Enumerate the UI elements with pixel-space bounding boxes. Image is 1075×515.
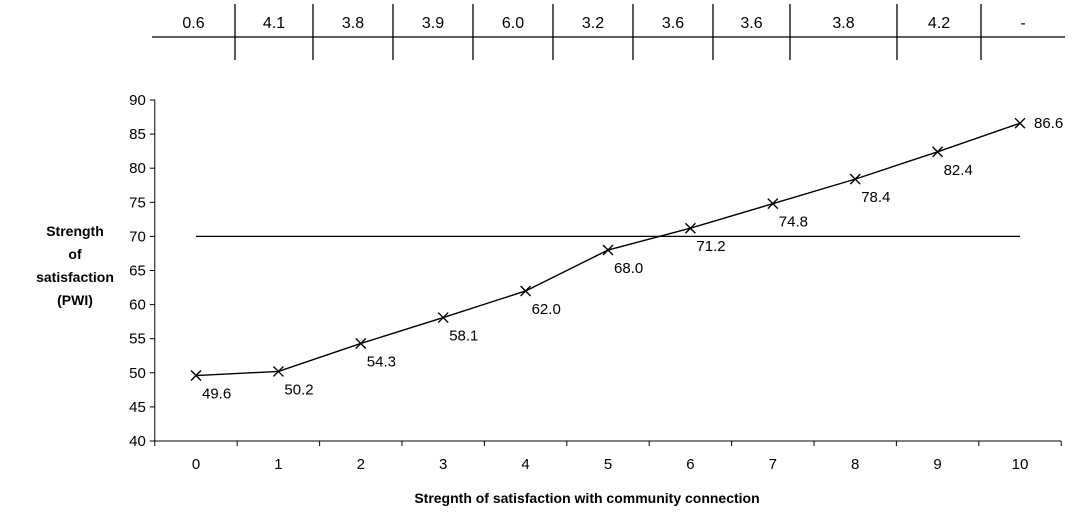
y-axis-title-line: Strength [46,223,104,239]
y-tick-label: 55 [129,331,146,348]
point-marker-stroke [767,198,779,210]
y-axis-title: Strength of satisfaction (PWI) [36,223,114,308]
x-axis-title: Stregnth of satisfaction with community … [414,490,759,506]
x-tick-label: 7 [769,456,777,473]
data-label: 71.2 [696,238,725,255]
point-marker-stroke [190,370,202,382]
x-tick-label: 9 [933,456,941,473]
y-tick-label: 85 [129,126,146,143]
point-marker-stroke [684,222,696,234]
x-tick-label: 10 [1012,456,1029,473]
data-point [272,365,284,377]
x-tick-label: 1 [274,456,282,473]
point-marker-stroke [602,244,614,256]
data-label: 78.4 [861,189,890,206]
data-point [520,285,532,297]
y-tick-label: 65 [129,263,146,280]
table-cell: 3.6 [662,15,684,32]
point-marker-stroke [932,146,944,158]
data-point [602,244,614,256]
y-axis-title-line: of [68,246,82,262]
table-cell: 3.9 [422,15,444,32]
data-point [849,173,861,185]
table-cell: 3.8 [342,15,364,32]
table-cell: 3.8 [832,15,854,32]
point-marker-stroke [1014,117,1026,129]
table-cell: 4.2 [928,15,950,32]
top-table: 0.6 4.1 3.8 3.9 6.0 3.2 3.6 3.6 3.8 4.2 - [152,4,1065,60]
y-tick-label: 45 [129,399,146,416]
data-point [190,370,202,382]
table-cell: 3.6 [740,15,762,32]
data-label: 82.4 [944,162,973,179]
y-tick-label: 70 [129,228,146,245]
table-cell: 0.6 [182,15,204,32]
data-point [355,337,367,349]
data-point [1014,117,1026,129]
x-tick-label: 6 [686,456,694,473]
point-marker-stroke [849,173,861,185]
data-label: 58.1 [449,328,478,345]
point-marker-stroke [520,285,532,297]
table-cell: 3.2 [582,15,604,32]
point-marker-stroke [355,337,367,349]
series-group: 49.6 50.2 54.3 58.1 62.0 68.0 71.2 74.8 78.4 82.4… [190,115,1063,403]
data-label: 74.8 [779,214,808,231]
y-axis-title-line: satisfaction [36,269,114,285]
data-label: 49.6 [202,386,231,403]
data-label: 68.0 [614,260,643,277]
data-label: 50.2 [284,381,313,398]
y-tick-label: 80 [129,160,146,177]
data-point [767,198,779,210]
x-tick-label: 5 [604,456,612,473]
y-tick-label: 90 [129,92,146,109]
x-tick-label: 3 [439,456,447,473]
point-marker-stroke [437,312,449,324]
table-cell: 6.0 [502,15,524,32]
table-cell: 4.1 [263,15,285,32]
x-tick-label: 4 [521,456,529,473]
data-label: 54.3 [367,353,396,370]
data-label: 62.0 [532,301,561,318]
y-tick-label: 75 [129,194,146,211]
data-point [684,222,696,234]
x-tick-label: 0 [192,456,200,473]
data-point [932,146,944,158]
y-tick-label: 50 [129,365,146,382]
data-point [437,312,449,324]
y-axis-title-line: (PWI) [57,292,93,308]
data-label: 86.6 [1034,115,1063,132]
point-marker-stroke [272,365,284,377]
x-tick-label: 8 [851,456,859,473]
x-tick-label: 2 [357,456,365,473]
y-tick-label: 60 [129,297,146,314]
table-cell: - [1020,15,1025,32]
y-tick-label: 40 [129,433,146,450]
